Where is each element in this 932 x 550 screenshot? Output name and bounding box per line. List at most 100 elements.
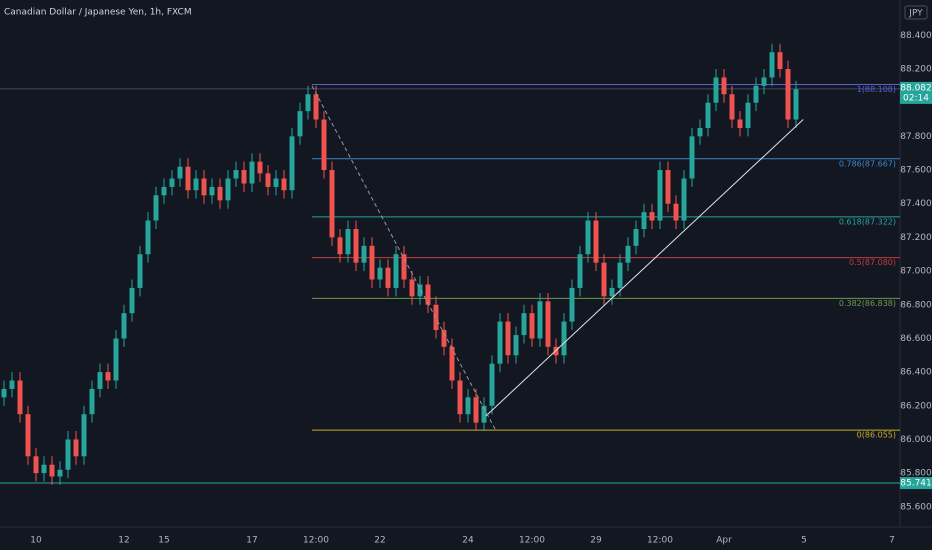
candle-body	[225, 178, 231, 201]
candle-body	[449, 346, 455, 381]
candle-body	[193, 178, 199, 191]
x-tick-label: 17	[246, 536, 257, 546]
candle-body	[169, 178, 175, 187]
currency-box	[904, 5, 928, 20]
candle-body	[73, 439, 79, 457]
candle-body	[577, 254, 583, 288]
candle-body	[361, 245, 367, 263]
candle-body	[529, 313, 535, 339]
candle-body	[769, 52, 775, 78]
trendline	[485, 119, 804, 417]
fib-label: 0.5(87.080)	[849, 258, 896, 267]
candle-body	[785, 69, 791, 120]
candle-body	[337, 237, 343, 255]
y-tick-label: 87.600	[900, 166, 932, 176]
y-tick-label: 86.600	[900, 334, 932, 344]
candle-body	[297, 111, 303, 137]
candle-body	[385, 267, 391, 288]
candle-body	[161, 186, 167, 196]
x-tick-label: 15	[158, 536, 169, 546]
candle-body	[137, 254, 143, 288]
candle-body	[585, 220, 591, 255]
candle-body	[393, 254, 399, 288]
last-price-label: 88.082	[900, 83, 932, 93]
candle-body	[633, 228, 639, 246]
candle-body	[49, 464, 55, 477]
x-tick-label: Apr	[716, 536, 732, 546]
candle-body	[641, 212, 647, 229]
candle-body	[273, 178, 279, 187]
candle-body	[401, 254, 407, 280]
y-tick-label: 86.800	[900, 300, 932, 310]
candle-body	[321, 119, 327, 171]
currency: JPY	[908, 9, 923, 19]
candle-body	[201, 178, 207, 196]
candle-body	[209, 186, 215, 196]
candle-body	[41, 464, 47, 474]
candle-body	[249, 161, 255, 184]
candle-body	[121, 313, 127, 339]
x-tick-label: 12:00	[519, 536, 545, 546]
trendline	[311, 85, 496, 430]
x-tick-label: 10	[30, 536, 42, 546]
candle-body	[489, 363, 495, 406]
y-tick-label: 87.800	[900, 132, 932, 142]
candle-body	[409, 279, 415, 297]
countdown-label: 02:14	[903, 93, 929, 103]
candle-body	[457, 380, 463, 415]
candle-body	[593, 220, 599, 263]
candle-body	[481, 405, 487, 423]
candle-body	[697, 127, 703, 137]
candle-body	[345, 228, 351, 255]
y-tick-label: 87.200	[900, 233, 932, 243]
candle-body	[145, 220, 151, 255]
candle-body	[721, 77, 727, 95]
candle-body	[281, 178, 287, 191]
candle-body	[713, 77, 719, 103]
candle-body	[681, 178, 687, 221]
candle-body	[561, 321, 567, 356]
candle-body	[9, 380, 15, 389]
x-tick-label: 29	[590, 536, 602, 546]
candle-body	[649, 212, 655, 221]
candle-body	[625, 245, 631, 263]
candle-body	[793, 89, 799, 120]
y-tick-label: 88.400	[900, 31, 932, 41]
candle-body	[241, 170, 247, 184]
y-tick-label: 85.600	[900, 502, 932, 512]
candle-body	[537, 301, 543, 339]
candle-body	[257, 161, 263, 174]
candle-body	[601, 262, 607, 297]
candle-body	[377, 267, 383, 280]
y-tick-label: 87.400	[900, 199, 932, 209]
candle-body	[473, 397, 479, 423]
candle-body	[777, 52, 783, 70]
candle-body	[97, 372, 103, 389]
y-tick-label: 86.200	[900, 401, 932, 411]
candle-body	[289, 136, 295, 191]
candle-body	[657, 170, 663, 221]
candle-body	[689, 136, 695, 179]
y-tick-label: 88.200	[900, 65, 932, 75]
candle-body	[705, 102, 711, 128]
candle-body	[177, 166, 183, 179]
candle-body	[745, 102, 751, 128]
x-tick-label: 12	[118, 536, 129, 546]
candle-body	[369, 245, 375, 280]
candle-body	[233, 170, 239, 179]
x-tick-label: 24	[462, 536, 474, 546]
candle-body	[425, 284, 431, 305]
candle-body	[441, 330, 447, 347]
candle-body	[25, 414, 31, 457]
y-tick-label: 87.000	[900, 267, 932, 277]
horizontal-line-tag	[900, 477, 932, 490]
candle-body	[761, 77, 767, 86]
candle-body	[665, 170, 671, 204]
x-tick-label: 12:00	[647, 536, 673, 546]
candle-body	[153, 195, 159, 221]
candle-body	[81, 414, 87, 457]
candle-body	[505, 321, 511, 356]
candle-body	[305, 94, 311, 112]
